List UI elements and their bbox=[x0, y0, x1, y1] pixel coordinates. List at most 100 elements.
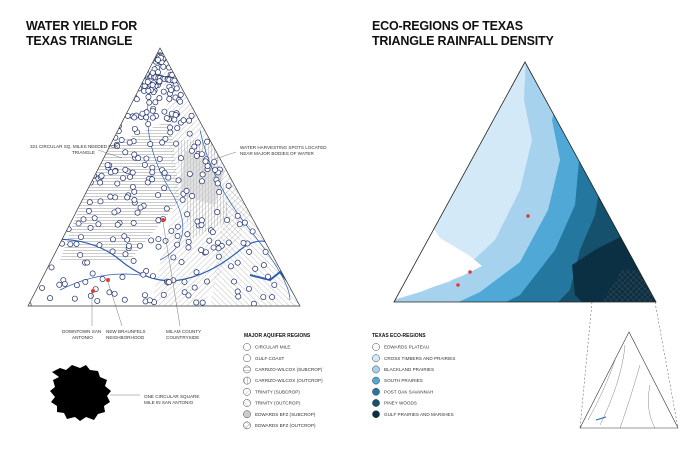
note-line: ANTONIO bbox=[72, 335, 93, 340]
note-line: 321 CIRCULAR SQ. MILES NEEDED FOR bbox=[30, 144, 119, 149]
circular-mile bbox=[162, 237, 169, 244]
title-line: TRIANGLE RAINFALL DENSITY bbox=[372, 34, 554, 48]
circular-mile bbox=[225, 182, 232, 189]
legend-swatch bbox=[372, 354, 380, 363]
circular-mile bbox=[224, 217, 230, 224]
circular-mile bbox=[146, 297, 153, 304]
circular-mile bbox=[225, 239, 232, 246]
circular-mile bbox=[160, 291, 167, 298]
circular-mile bbox=[114, 221, 121, 228]
circular-mile bbox=[181, 278, 188, 285]
legend-label: EDWARDS BFZ (OUTCROP) bbox=[255, 423, 316, 428]
circular-mile bbox=[149, 82, 156, 88]
circular-mile bbox=[130, 220, 137, 226]
circular-mile bbox=[174, 241, 181, 248]
circular-mile bbox=[235, 293, 242, 300]
circular-mile bbox=[234, 288, 241, 295]
circular-mile bbox=[148, 237, 155, 244]
circular-mile bbox=[186, 130, 193, 137]
circular-mile bbox=[174, 125, 181, 132]
circular-mile bbox=[202, 158, 209, 165]
circular-mile bbox=[160, 88, 167, 95]
circular-mile bbox=[215, 253, 222, 260]
circular-mile bbox=[168, 227, 175, 234]
legend-swatch bbox=[243, 365, 251, 374]
circular-mile bbox=[39, 284, 46, 291]
annotation: WATER HARVESTING SPOTS LOCATED NEAR MAJOR… bbox=[240, 145, 327, 156]
circular-mile bbox=[149, 114, 156, 121]
circular-mile bbox=[241, 219, 248, 226]
circular-mile bbox=[249, 228, 256, 235]
circular-mile bbox=[145, 121, 152, 127]
circular-mile bbox=[82, 278, 89, 285]
legend-swatch bbox=[243, 399, 251, 407]
circular-mile bbox=[87, 179, 94, 186]
circular-mile bbox=[114, 180, 121, 187]
circular-mile bbox=[131, 114, 138, 121]
circular-mile bbox=[99, 276, 106, 283]
circular-mile bbox=[262, 248, 269, 255]
circular-mile bbox=[177, 98, 184, 105]
circular-mile bbox=[131, 125, 138, 132]
note-line: NEAR MAJOR BODIES OF WATER bbox=[240, 151, 314, 156]
circular-mile bbox=[180, 117, 187, 124]
circular-mile bbox=[155, 192, 161, 199]
circular-mile bbox=[167, 124, 173, 131]
circular-mile bbox=[122, 149, 129, 156]
circular-mile bbox=[234, 212, 241, 219]
legend-swatch bbox=[372, 399, 380, 407]
circular-mile bbox=[227, 263, 234, 270]
circular-mile bbox=[179, 196, 186, 203]
circular-mile bbox=[112, 168, 119, 175]
eco-map bbox=[394, 62, 656, 302]
circular-mile bbox=[209, 229, 216, 236]
circular-mile bbox=[73, 282, 80, 289]
legend-swatch bbox=[243, 343, 251, 351]
circular-mile bbox=[214, 180, 221, 187]
circular-mile bbox=[178, 155, 184, 162]
circular-mile bbox=[86, 199, 93, 206]
legend-label: GULF PRAIRIES AND MARSHES bbox=[384, 412, 454, 417]
circular-mile bbox=[147, 141, 154, 148]
circular-mile bbox=[47, 295, 53, 302]
annotation: MILAM COUNTY COUNTRYSIDE bbox=[166, 329, 201, 340]
note-line: TRIANGLE bbox=[72, 150, 95, 155]
circular-mile bbox=[166, 279, 173, 286]
circular-mile bbox=[177, 91, 184, 98]
circular-mile bbox=[178, 259, 185, 266]
title-line: WATER YIELD FOR bbox=[26, 19, 137, 33]
note-line: MILE IN SAN ANTONIO bbox=[144, 400, 194, 405]
note-line: MILAM COUNTY bbox=[166, 329, 201, 334]
circular-mile bbox=[155, 243, 162, 250]
circular-mile bbox=[240, 240, 247, 246]
circular-mile bbox=[175, 177, 182, 184]
legend-label: GULF COAST bbox=[255, 356, 285, 361]
circular-mile bbox=[185, 292, 192, 299]
circular-mile bbox=[97, 198, 104, 205]
circular-mile bbox=[199, 171, 206, 178]
circular-mile bbox=[146, 99, 153, 106]
circular-mile bbox=[246, 285, 252, 292]
legend-swatch bbox=[243, 354, 251, 363]
circular-mile bbox=[121, 233, 128, 240]
annotation: 321 CIRCULAR SQ. MILES NEEDED FOR TRIANGL… bbox=[30, 144, 119, 155]
circular-mile bbox=[246, 248, 253, 255]
circular-mile bbox=[185, 244, 192, 251]
circular-mile bbox=[149, 107, 156, 114]
left-title: WATER YIELD FOR TEXAS TRIANGLE bbox=[26, 19, 137, 48]
circular-mile bbox=[260, 294, 267, 300]
circular-mile bbox=[87, 224, 94, 231]
legend-title: MAJOR AQUIFER REGIONS bbox=[244, 333, 311, 339]
circular-mile bbox=[96, 242, 103, 249]
circular-mile bbox=[94, 297, 101, 304]
circular-mile bbox=[109, 236, 116, 243]
circular-mile bbox=[73, 241, 80, 247]
circular-mile bbox=[127, 174, 133, 180]
circular-mile bbox=[130, 257, 137, 264]
legend-label: TRINITY (OUTCROP) bbox=[255, 401, 301, 406]
circular-mile bbox=[84, 259, 91, 266]
circular-mile bbox=[210, 244, 217, 251]
circular-mile bbox=[198, 151, 205, 158]
circular-mile bbox=[122, 166, 129, 173]
